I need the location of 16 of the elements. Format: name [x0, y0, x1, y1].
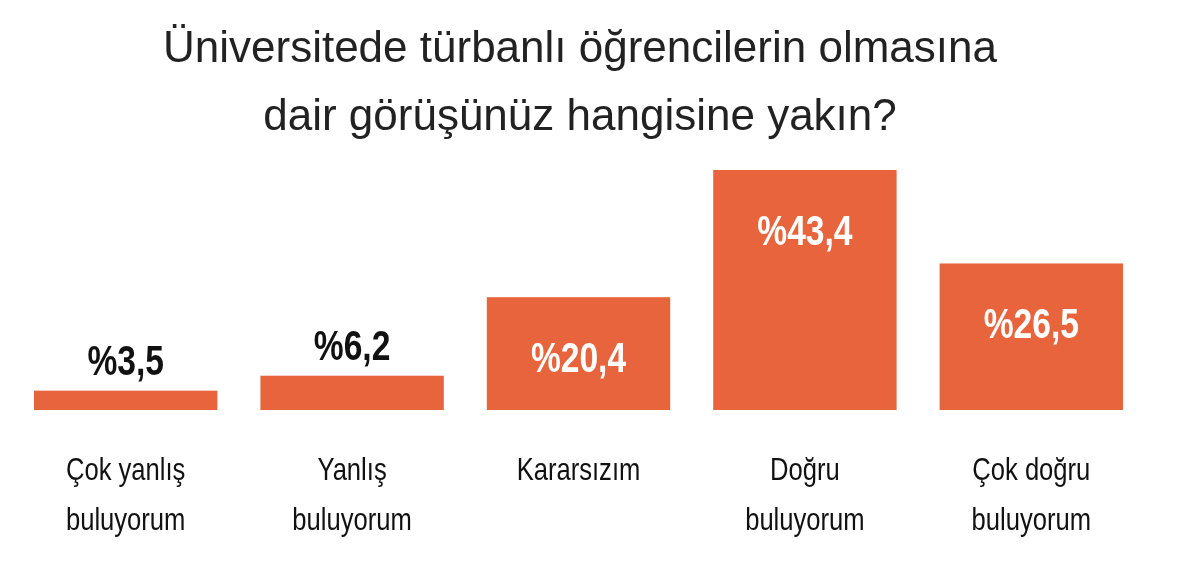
bar	[713, 170, 897, 410]
data-label: %3,5	[87, 337, 164, 384]
data-label: %6,2	[313, 322, 391, 369]
x-tick-label: Çok yanlış buluyorum	[65, 451, 186, 537]
bar	[260, 375, 444, 410]
data-label: %43,4	[757, 207, 853, 254]
data-label: %26,5	[983, 300, 1079, 348]
x-tick-label: Çok doğru buluyorum	[971, 451, 1092, 537]
bar	[486, 297, 671, 410]
chart-title: Üniversitede türbanlı öğrencilerin olmasına dair görüşünüz hangisine yakın?	[163, 22, 998, 139]
x-tick-label: Kararsızım	[516, 451, 641, 487]
bar	[939, 263, 1123, 410]
x-tick-label: Doğru buluyorum	[745, 451, 865, 537]
x-tick-label: Yanlış buluyorum	[292, 451, 412, 537]
bar	[34, 390, 218, 410]
data-label: %20,4	[530, 334, 627, 382]
